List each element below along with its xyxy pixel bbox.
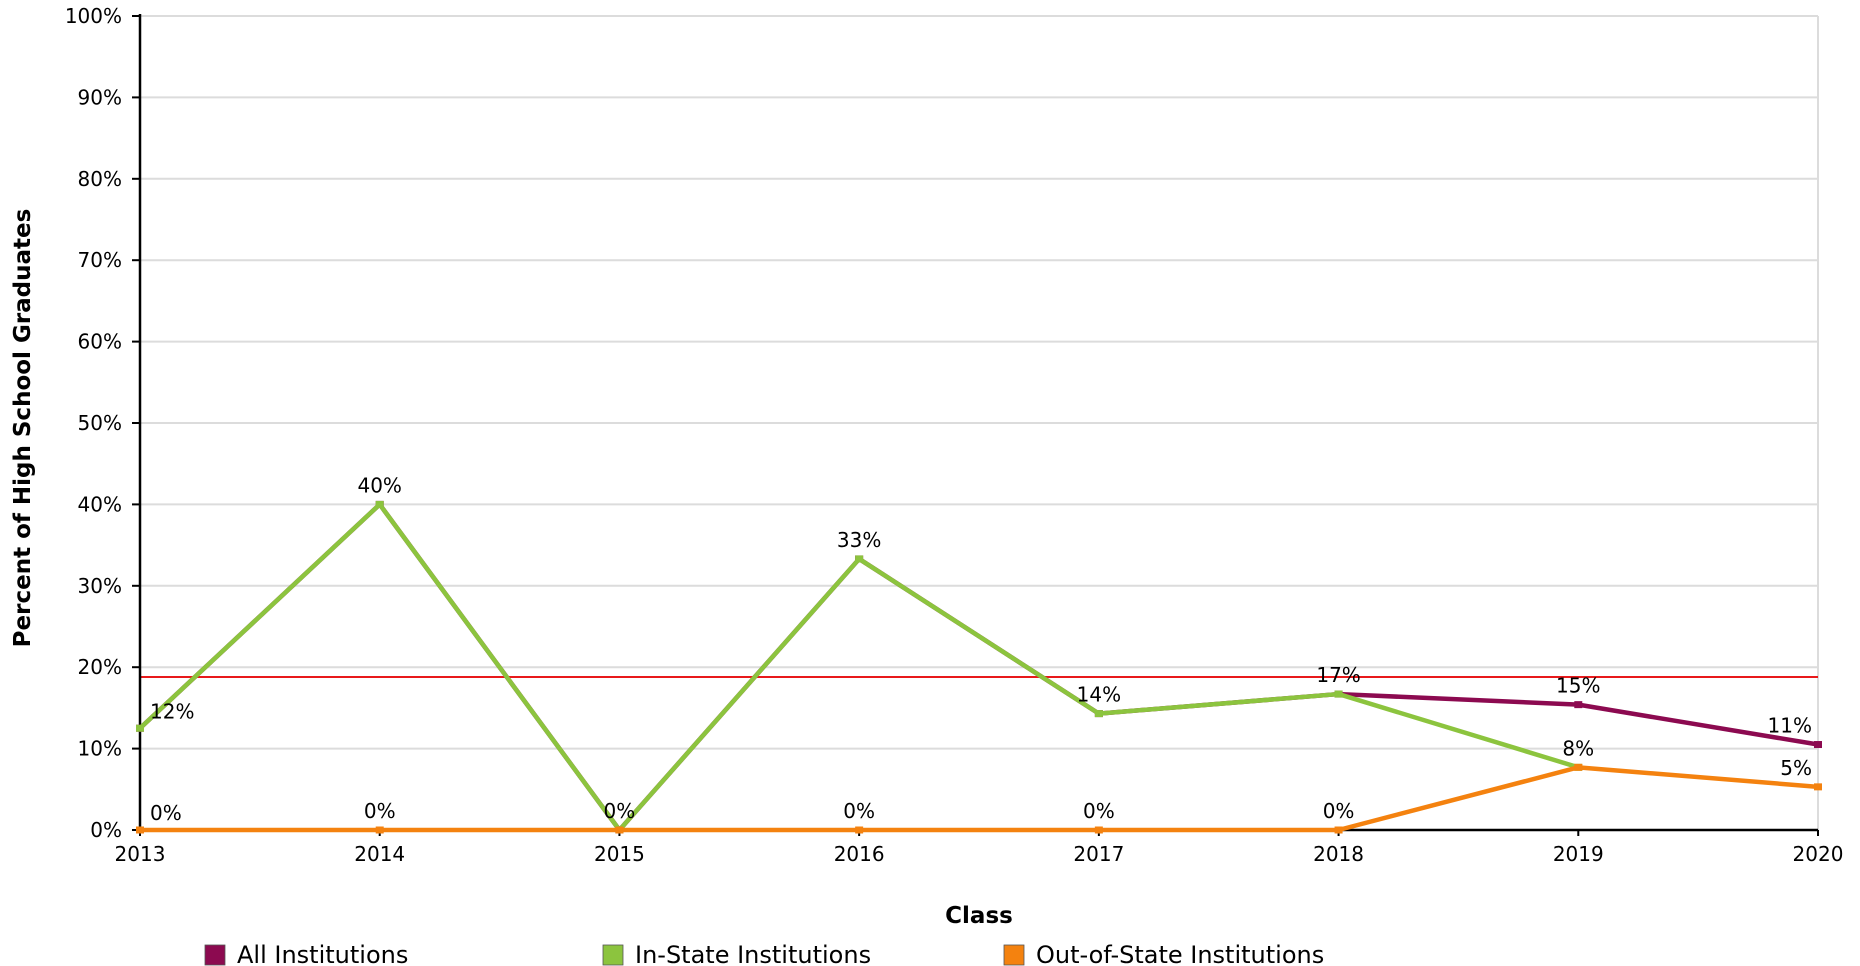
data-label: 0% [1083,799,1115,823]
legend-label: In-State Institutions [635,941,871,966]
series-line-2 [140,765,1819,833]
legend-label: Out-of-State Institutions [1036,941,1324,966]
data-point [1814,741,1822,749]
data-point [1814,783,1822,791]
data-label: 15% [1556,674,1600,698]
data-point [1094,826,1103,834]
y-tick-label: 80% [78,167,122,191]
data-point [1574,763,1583,771]
data-point [1574,701,1583,709]
x-tick-label: 2017 [1073,842,1124,866]
series-lines [136,500,1822,834]
data-label: 8% [1562,736,1594,760]
data-point [375,826,384,834]
legend-swatch [1003,944,1025,966]
x-tick-label: 2016 [834,842,885,866]
x-tick-label: 2018 [1313,842,1364,866]
data-labels: 15% 11% 12% 40% 33% 14% 17% 0% 0% 0% 0% 0% 0% 8% 5% [150,473,1812,825]
data-point [855,826,864,834]
data-point [855,555,864,563]
x-tick-label: 2014 [354,842,405,866]
legend-label: All Institutions [237,941,408,966]
x-tick-label: 2019 [1553,842,1604,866]
data-point [136,724,144,732]
y-tick-label: 90% [78,85,122,109]
data-label: 0% [364,799,396,823]
data-point [1334,826,1343,834]
x-tick-label: 2013 [115,842,166,866]
x-tick-label: 2015 [594,842,645,866]
data-label: 33% [837,528,881,552]
y-tick-label: 70% [78,248,122,272]
legend-swatch [602,944,624,966]
data-label: 11% [1768,714,1812,738]
grid [140,15,1819,830]
data-label: 5% [1780,756,1812,780]
y-tick-label: 10% [78,737,122,761]
data-label: 40% [357,473,401,497]
data-label: 0% [604,799,636,823]
y-tick-label: 30% [78,574,122,598]
y-tick-label: 50% [78,411,122,435]
data-label: 0% [1323,799,1355,823]
y-tick-label: 60% [78,330,122,354]
data-point [375,500,384,508]
y-tick-label: 40% [78,492,122,516]
x-axis-title: Class [945,903,1013,929]
y-tick-label: 20% [78,655,122,679]
y-tick-label: 100% [65,4,122,28]
y-tick-label: 0% [90,818,122,842]
data-point [615,826,624,834]
legend-swatch [204,944,226,966]
data-point [1094,710,1103,718]
data-point [1334,690,1343,698]
legend: All Institutions In-State Institutions Out… [204,941,1324,966]
data-label: 0% [843,799,875,823]
data-label: 0% [150,801,182,825]
data-point [136,826,144,834]
y-axis-title: Percent of High School Graduates [10,209,36,648]
data-label: 14% [1077,683,1121,707]
data-label: 17% [1316,663,1360,687]
data-label: 12% [150,699,194,723]
x-tick-label: 2020 [1793,842,1844,866]
